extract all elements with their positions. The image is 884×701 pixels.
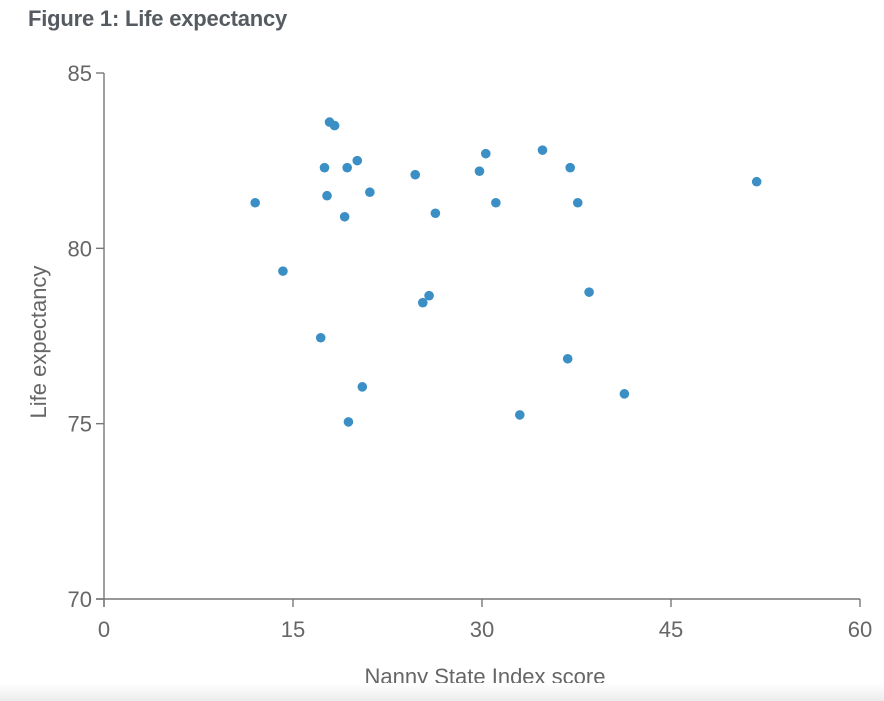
data-point [339, 211, 350, 222]
data-point [572, 197, 583, 208]
data-point [491, 197, 501, 208]
data-point [619, 389, 630, 399]
data-point [278, 266, 288, 276]
data-point [480, 148, 491, 159]
x-tick-label: 60 [848, 617, 872, 642]
data-point [352, 155, 363, 166]
x-tick-label: 0 [98, 617, 110, 642]
data-point [430, 208, 441, 219]
data-point [424, 290, 434, 301]
data-point [584, 287, 594, 297]
data-point [417, 297, 428, 308]
x-tick-label: 15 [281, 617, 305, 642]
data-point [322, 190, 332, 201]
data-point [562, 353, 573, 364]
data-point [515, 410, 525, 420]
data-point [357, 382, 368, 392]
data-point [751, 176, 762, 187]
data-point [342, 162, 352, 173]
bottom-fade [0, 683, 884, 701]
x-tick-label: 45 [659, 617, 683, 642]
figure-title: Figure 1: Life expectancy [28, 6, 288, 31]
data-point [343, 417, 354, 427]
data-point [410, 169, 421, 180]
y-tick-label: 70 [68, 587, 92, 612]
data-point [329, 120, 340, 131]
y-axis-title: Life expectancy [26, 266, 51, 419]
chart-axes: 0 15 30 45 60 70 75 80 85 [68, 61, 873, 642]
data-point [250, 197, 260, 208]
y-tick-label: 75 [68, 412, 92, 437]
y-tick-label: 85 [68, 61, 92, 86]
chart-points [250, 117, 762, 427]
data-point [537, 145, 548, 155]
data-point [315, 332, 326, 343]
x-tick-label: 30 [470, 617, 494, 642]
y-tick-label: 80 [68, 236, 92, 261]
data-point [365, 187, 375, 198]
data-point [319, 162, 330, 173]
data-point [565, 162, 575, 173]
data-point [474, 166, 485, 176]
